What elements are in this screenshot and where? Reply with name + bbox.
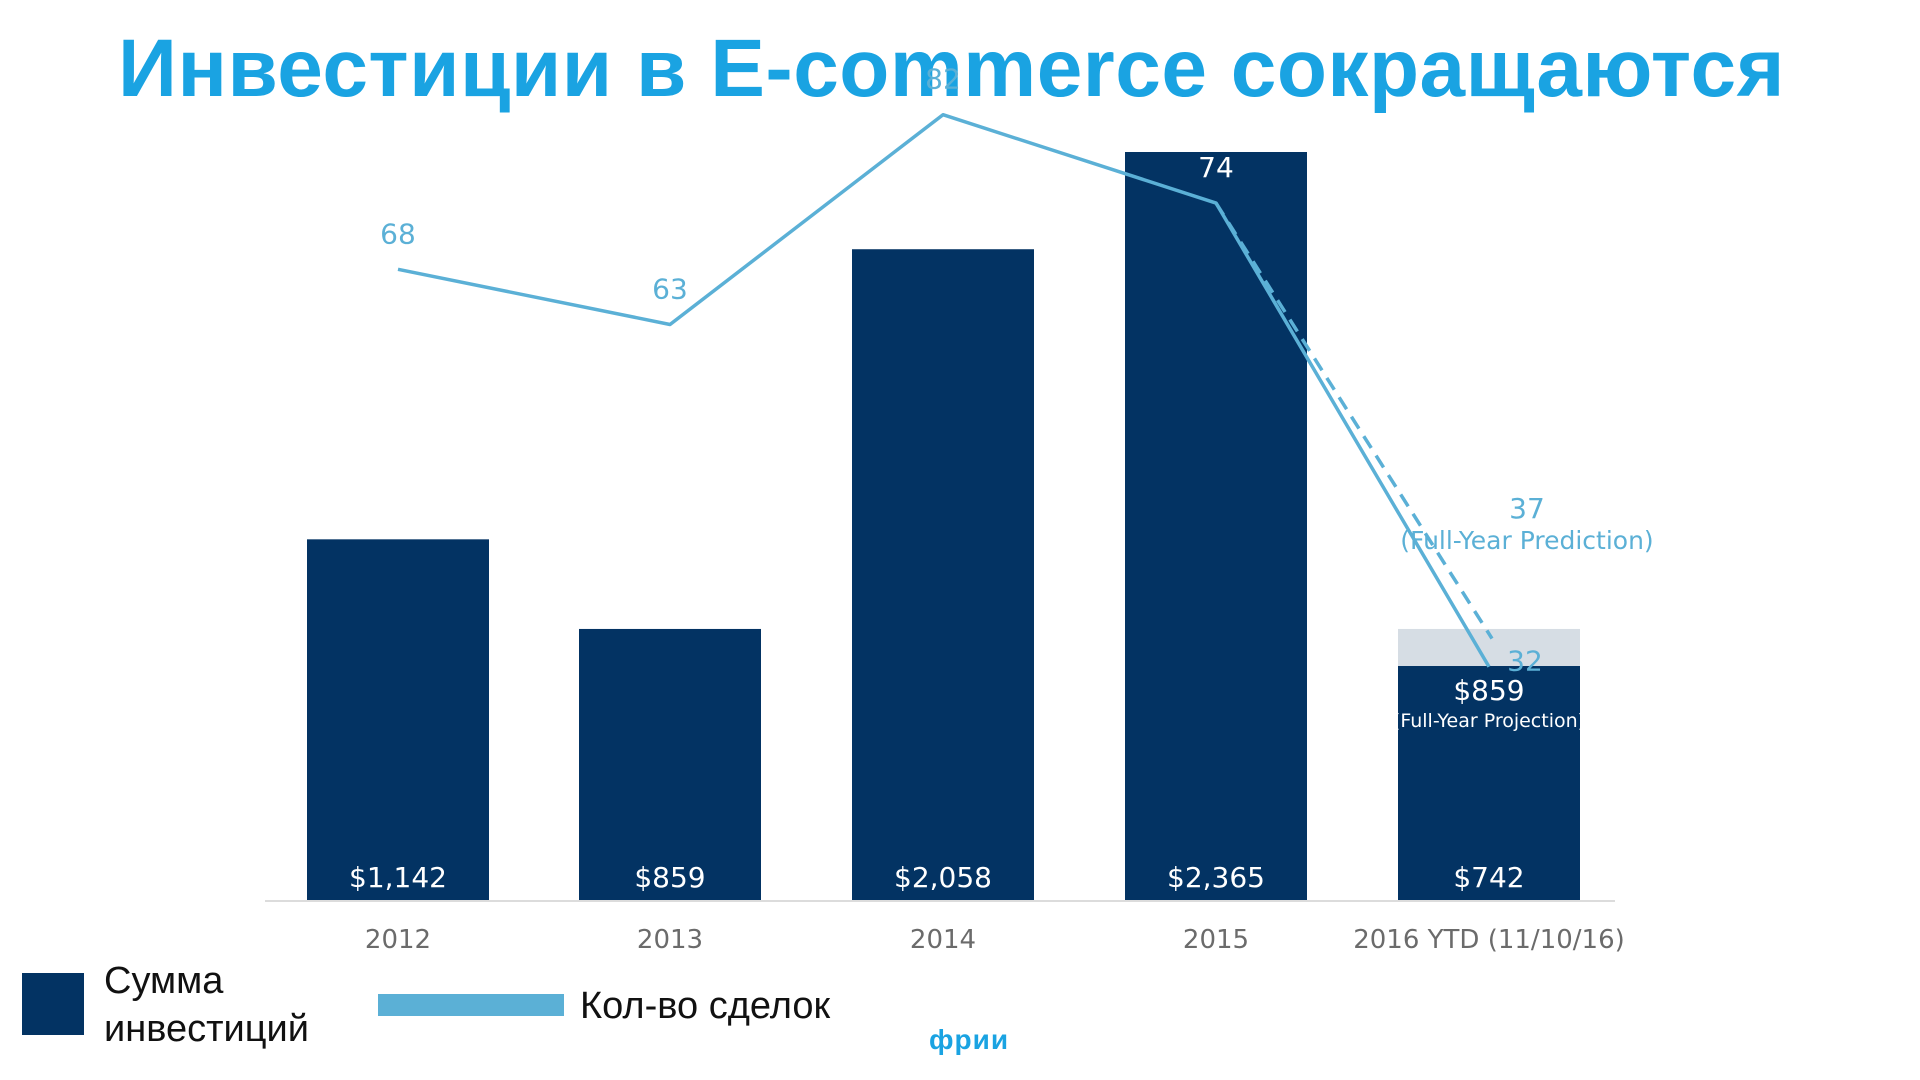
chart-title: Инвестиции в E-commerce сокращаются (118, 23, 1785, 114)
bar-2014 (852, 249, 1034, 901)
fryi-logo: фрии (929, 1024, 1010, 1055)
bar-label-2013: $859 (634, 861, 705, 894)
line-label-2014: 82 (925, 63, 961, 96)
labels-layer: $1,142 $859 $2,058 $2,365 $742 $859 (Full-Year… (349, 63, 1654, 955)
bar-projection-note: (Full-Year Projection) (1393, 710, 1585, 732)
bar-label-2014: $2,058 (894, 861, 992, 894)
bar-2012 (307, 539, 489, 901)
bar-2013 (579, 628, 761, 901)
legend-label-investments: Сумма инвестиций (104, 960, 309, 1050)
prediction-note-label: (Full-Year Prediction) (1400, 526, 1653, 555)
bar-2016 (1398, 666, 1580, 901)
line-label-2016: 32 (1507, 645, 1543, 678)
deals-line (397, 112, 1491, 668)
x-tick-label-2015: 2015 (1183, 925, 1249, 955)
legend-swatch-investments (22, 973, 84, 1035)
bars-layer (307, 152, 1580, 901)
bar-2015 (1125, 152, 1307, 901)
line-label-2015: 74 (1198, 151, 1234, 184)
x-tick-label-2016: 2016 YTD (11/10/16) (1353, 925, 1625, 955)
deals-prediction-line (1214, 202, 1494, 640)
x-tick-label-2012: 2012 (365, 925, 431, 955)
line-label-2012: 68 (380, 217, 416, 250)
legend-label-deals: Кол-во сделок (580, 985, 831, 1027)
x-tick-label-2014: 2014 (910, 925, 976, 955)
bar-label-2016: $742 (1453, 861, 1524, 894)
bar-label-2015: $2,365 (1167, 861, 1265, 894)
x-tick-label-2013: 2013 (637, 925, 703, 955)
bar-label-2012: $1,142 (349, 861, 447, 894)
line-label-2013: 63 (652, 272, 688, 305)
prediction-value-label: 37 (1509, 492, 1545, 525)
legend-swatch-deals (378, 994, 564, 1016)
bar-projection-label: $859 (1453, 674, 1524, 707)
line-layer (397, 112, 1494, 668)
